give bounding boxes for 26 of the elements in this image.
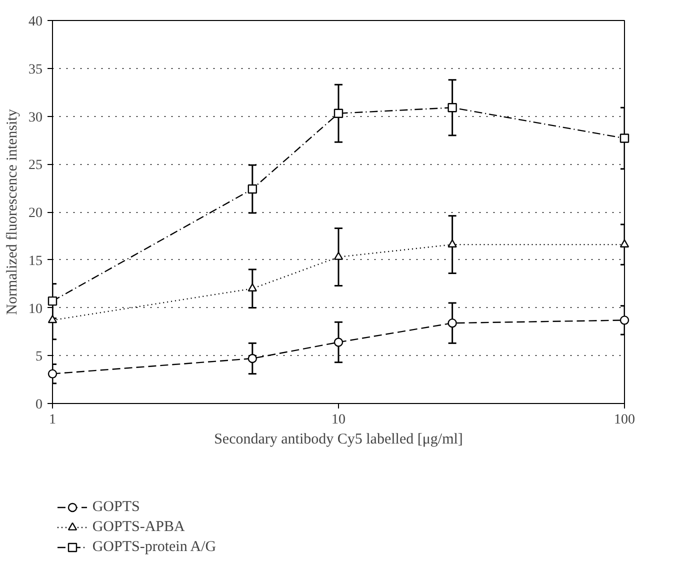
y-axis-title: Normalized fluorescence intensity — [4, 108, 20, 315]
x-tick-label: 100 — [614, 412, 635, 428]
x-tick-label: 10 — [332, 412, 346, 428]
y-tick-label: 40 — [28, 14, 42, 30]
y-tick-label: 35 — [28, 62, 42, 78]
legend-label: GOPTS-protein A/G — [92, 538, 216, 556]
y-tick-label: 10 — [28, 302, 42, 317]
legend-label: GOPTS — [92, 498, 140, 516]
legend-label: GOPTS-APBA — [92, 518, 185, 536]
y-tick-label: 30 — [28, 110, 42, 126]
y-tick-label: 5 — [36, 350, 42, 365]
x-tick-label: 1 — [49, 412, 56, 428]
y-tick-label: 25 — [28, 158, 42, 174]
point — [620, 134, 630, 143]
x-axis-title: Secondary antibody Cy5 labelled [μg/ml] — [214, 432, 463, 448]
point — [620, 239, 630, 248]
point — [334, 338, 344, 347]
y-tick-label: 15 — [28, 254, 42, 269]
point — [334, 108, 344, 118]
y-tick-label: 0 — [36, 398, 42, 412]
point — [48, 369, 58, 378]
point — [620, 316, 630, 325]
point — [48, 314, 58, 324]
y-tick-label: 20 — [28, 206, 42, 221]
point — [48, 296, 58, 306]
point — [334, 252, 344, 260]
